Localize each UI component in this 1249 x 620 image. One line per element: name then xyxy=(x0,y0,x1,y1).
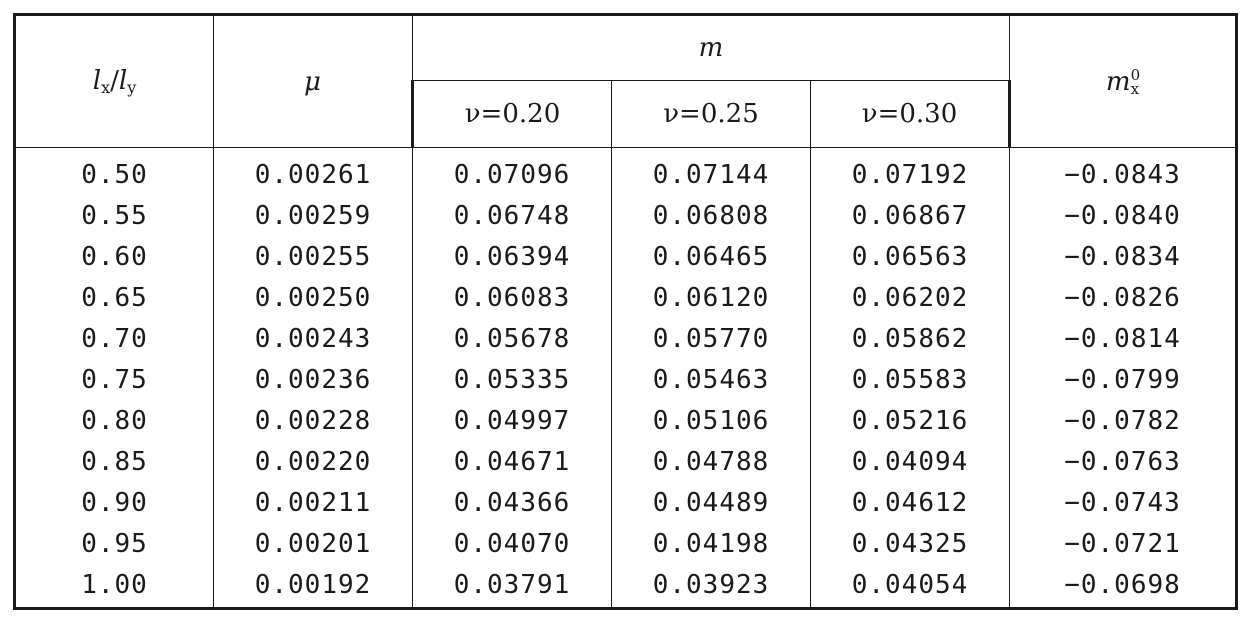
cell-mu: 0.00201 xyxy=(213,523,413,564)
table-row: 0.70 0.00243 0.05678 0.05770 0.05862 −0.0814 xyxy=(13,318,1239,359)
cell-mx0: −0.0763 xyxy=(1009,441,1239,482)
table-body: 0.50 0.00261 0.07096 0.07144 0.07192 −0.0843 0… xyxy=(13,147,1239,610)
cell-mu: 0.00261 xyxy=(213,147,413,195)
cell-mx0: −0.0826 xyxy=(1009,277,1239,318)
cell-m-nu-020: 0.04997 xyxy=(412,400,612,441)
cell-m-nu-030: 0.07192 xyxy=(809,147,1011,195)
cell-m-nu-030: 0.06563 xyxy=(809,236,1011,277)
header-nu-030: ν=0.30 xyxy=(809,80,1012,148)
cell-m-nu-025: 0.06465 xyxy=(611,236,811,277)
cell-m-nu-030: 0.04612 xyxy=(809,482,1011,523)
cell-mu: 0.00220 xyxy=(213,441,413,482)
header-lx-ly: lx/ly xyxy=(13,13,214,148)
cell-m-nu-025: 0.05463 xyxy=(611,359,811,400)
cell-m-nu-020: 0.06394 xyxy=(412,236,612,277)
table-row: 0.90 0.00211 0.04366 0.04489 0.04612 −0.0743 xyxy=(13,482,1239,523)
cell-m-nu-020: 0.06083 xyxy=(412,277,612,318)
cell-m-nu-030: 0.04054 xyxy=(809,564,1011,610)
table-row: 0.55 0.00259 0.06748 0.06808 0.06867 −0.0840 xyxy=(13,195,1239,236)
cell-m-nu-020: 0.04070 xyxy=(412,523,612,564)
cell-mu: 0.00259 xyxy=(213,195,413,236)
cell-m-nu-025: 0.04198 xyxy=(611,523,811,564)
cell-mx0: −0.0782 xyxy=(1009,400,1239,441)
table-row: 1.00 0.00192 0.03791 0.03923 0.04054 −0.0698 xyxy=(13,564,1239,610)
cell-mx0: −0.0814 xyxy=(1009,318,1239,359)
cell-lx-ly: 0.50 xyxy=(13,147,214,195)
cell-m-nu-020: 0.05335 xyxy=(412,359,612,400)
cell-lx-ly: 0.75 xyxy=(13,359,214,400)
cell-mx0: −0.0843 xyxy=(1009,147,1239,195)
cell-mx0: −0.0698 xyxy=(1009,564,1239,610)
cell-lx-ly: 0.95 xyxy=(13,523,214,564)
cell-lx-ly: 0.90 xyxy=(13,482,214,523)
cell-m-nu-020: 0.03791 xyxy=(412,564,612,610)
cell-m-nu-025: 0.05106 xyxy=(611,400,811,441)
cell-mu: 0.00255 xyxy=(213,236,413,277)
cell-lx-ly: 0.85 xyxy=(13,441,214,482)
cell-lx-ly: 0.55 xyxy=(13,195,214,236)
cell-m-nu-030: 0.06202 xyxy=(809,277,1011,318)
table-row: 0.65 0.00250 0.06083 0.06120 0.06202 −0.0826 xyxy=(13,277,1239,318)
cell-mx0: −0.0799 xyxy=(1009,359,1239,400)
cell-lx-ly: 0.70 xyxy=(13,318,214,359)
header-m-group: m xyxy=(411,13,1011,81)
table-row: 0.60 0.00255 0.06394 0.06465 0.06563 −0.0834 xyxy=(13,236,1239,277)
table-row: 0.75 0.00236 0.05335 0.05463 0.05583 −0.0799 xyxy=(13,359,1239,400)
cell-m-nu-030: 0.05216 xyxy=(809,400,1011,441)
cell-m-nu-020: 0.05678 xyxy=(412,318,612,359)
header-nu-025: ν=0.25 xyxy=(611,80,811,148)
cell-m-nu-025: 0.05770 xyxy=(611,318,811,359)
cell-mx0: −0.0834 xyxy=(1009,236,1239,277)
cell-m-nu-020: 0.06748 xyxy=(412,195,612,236)
cell-m-nu-025: 0.06120 xyxy=(611,277,811,318)
cell-mu: 0.00236 xyxy=(213,359,413,400)
cell-mx0: −0.0721 xyxy=(1009,523,1239,564)
header-mu: μ xyxy=(213,13,413,148)
cell-m-nu-025: 0.04489 xyxy=(611,482,811,523)
cell-m-nu-020: 0.04671 xyxy=(412,441,612,482)
cell-lx-ly: 0.80 xyxy=(13,400,214,441)
cell-mx0: −0.0840 xyxy=(1009,195,1239,236)
cell-m-nu-030: 0.05862 xyxy=(809,318,1011,359)
table-row: 0.95 0.00201 0.04070 0.04198 0.04325 −0.0721 xyxy=(13,523,1239,564)
cell-mx0: −0.0743 xyxy=(1009,482,1239,523)
cell-m-nu-030: 0.04094 xyxy=(809,441,1011,482)
cell-lx-ly: 0.60 xyxy=(13,236,214,277)
cell-mu: 0.00250 xyxy=(213,277,413,318)
cell-m-nu-030: 0.04325 xyxy=(809,523,1011,564)
header-nu-020: ν=0.20 xyxy=(411,80,612,148)
cell-m-nu-020: 0.04366 xyxy=(412,482,612,523)
table-row: 0.80 0.00228 0.04997 0.05106 0.05216 −0.0782 xyxy=(13,400,1239,441)
cell-lx-ly: 1.00 xyxy=(13,564,214,610)
cell-m-nu-025: 0.06808 xyxy=(611,195,811,236)
cell-m-nu-025: 0.03923 xyxy=(611,564,811,610)
cell-mu: 0.00192 xyxy=(213,564,413,610)
cell-lx-ly: 0.65 xyxy=(13,277,214,318)
table-row: 0.85 0.00220 0.04671 0.04788 0.04094 −0.0763 xyxy=(13,441,1239,482)
cell-m-nu-025: 0.07144 xyxy=(611,147,811,195)
cell-mu: 0.00243 xyxy=(213,318,413,359)
cell-m-nu-025: 0.04788 xyxy=(611,441,811,482)
cell-mu: 0.00211 xyxy=(213,482,413,523)
cell-m-nu-030: 0.05583 xyxy=(809,359,1011,400)
table-row: 0.50 0.00261 0.07096 0.07144 0.07192 −0.0843 xyxy=(13,147,1239,195)
cell-mu: 0.00228 xyxy=(213,400,413,441)
cell-m-nu-030: 0.06867 xyxy=(809,195,1011,236)
cell-m-nu-020: 0.07096 xyxy=(412,147,612,195)
